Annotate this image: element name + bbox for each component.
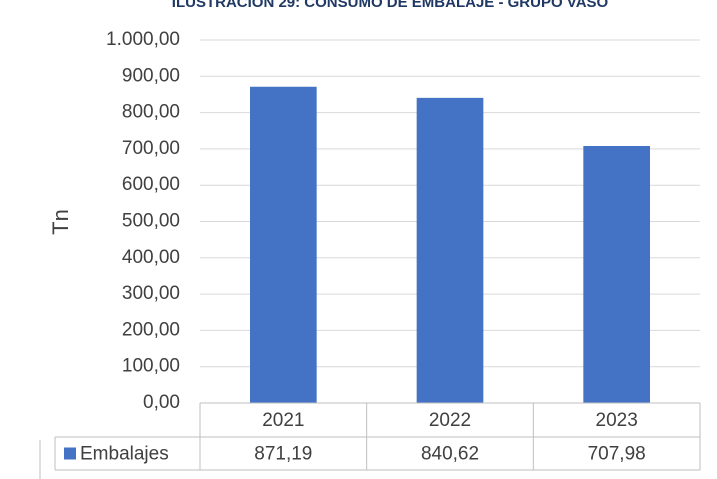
- y-tick-label: 0,00: [143, 392, 180, 413]
- table-value: 840,62: [421, 444, 479, 465]
- y-tick-label: 500,00: [122, 211, 180, 232]
- x-tick-label: 2023: [596, 410, 638, 431]
- y-tick-label: 200,00: [122, 319, 180, 340]
- table-value: 707,98: [588, 444, 646, 465]
- x-tick-label: 2022: [429, 410, 471, 431]
- bar: [416, 97, 484, 403]
- legend-swatch: [64, 447, 76, 460]
- legend-label: Embalajes: [80, 444, 169, 465]
- chart-title: ILUSTRACIÓN 29: CONSUMO DE EMBALAJE - GR…: [172, 0, 609, 11]
- y-tick-label: 300,00: [122, 283, 180, 304]
- y-tick-label: 600,00: [122, 174, 180, 195]
- y-tick-label: 900,00: [122, 65, 180, 86]
- y-tick-label: 400,00: [122, 247, 180, 268]
- x-tick-label: 2021: [262, 410, 304, 431]
- y-tick-label: 800,00: [122, 102, 180, 123]
- table-value: 871,19: [254, 444, 312, 465]
- y-tick-label: 1.000,00: [106, 29, 180, 50]
- bar: [583, 146, 650, 403]
- bar: [250, 86, 317, 404]
- y-tick-label: 700,00: [122, 138, 180, 159]
- y-axis-label: Tn: [48, 209, 73, 235]
- y-tick-label: 100,00: [122, 356, 180, 377]
